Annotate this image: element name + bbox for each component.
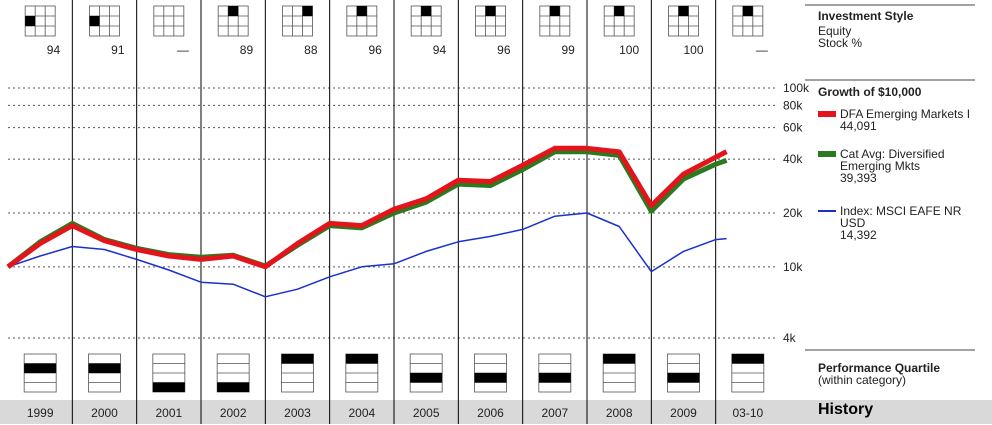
stock-pct: 99 <box>561 43 575 57</box>
legend-swatch <box>818 151 836 157</box>
history-label: 2006 <box>477 406 504 420</box>
stock-pct: 96 <box>368 43 382 57</box>
quartile-fill <box>88 363 121 373</box>
history-label: 2004 <box>348 406 375 420</box>
stock-pct: 100 <box>683 43 703 57</box>
style-cell <box>228 6 239 16</box>
investment-style: Investment Style Equity Stock % <box>818 10 983 49</box>
history-label: 1999 <box>27 406 54 420</box>
y-tick-label: 80k <box>783 98 803 112</box>
legend-label: Index: MSCI EAFE NR USD <box>840 204 962 230</box>
history-label: 2003 <box>284 406 311 420</box>
series-line <box>7 212 727 298</box>
style-cell <box>614 6 625 16</box>
quartile-fill <box>731 354 764 364</box>
stock-pct: — <box>756 43 768 57</box>
style-box <box>603 5 635 37</box>
y-tick-label: 20k <box>783 206 803 220</box>
chart-title: Growth of $10,000 <box>818 85 922 99</box>
style-cell <box>678 6 689 16</box>
quartile-title: Performance Quartile <box>818 361 941 375</box>
style-cell <box>89 16 100 26</box>
legend-value: 39,393 <box>840 171 877 185</box>
series-line <box>6 149 728 269</box>
stock-pct: 96 <box>497 43 511 57</box>
legend-label: Cat Avg: Diversified Emerging Mkts <box>840 147 945 173</box>
stock-pct: 89 <box>240 43 254 57</box>
legend-swatch <box>818 111 836 117</box>
stock-pct: — <box>177 43 189 57</box>
stock-pct: 100 <box>619 43 639 57</box>
quartile-fill <box>217 382 250 392</box>
style-cell <box>421 6 432 16</box>
quartile-fill <box>281 354 314 364</box>
stock-pct: 88 <box>304 43 318 57</box>
quartile-fill <box>410 373 443 383</box>
legend-swatch <box>818 210 836 212</box>
history-label: 03-10 <box>732 406 763 420</box>
y-tick-label: 60k <box>783 121 803 135</box>
history-label: 2000 <box>91 406 118 420</box>
quartile-fill <box>603 354 636 364</box>
history-label: 2008 <box>606 406 633 420</box>
quartile-fill <box>474 373 507 383</box>
y-tick-label: 10k <box>783 260 803 274</box>
legend-item: Index: MSCI EAFE NR USD 14,392 <box>818 205 980 241</box>
history-label: 2007 <box>541 406 568 420</box>
stock-pct: 94 <box>433 43 447 57</box>
legend-item: Cat Avg: Diversified Emerging Mkts 39,393 <box>818 148 980 184</box>
stock-pct: 91 <box>111 43 125 57</box>
panel-title: Investment Style <box>818 9 914 23</box>
style-box <box>217 5 249 37</box>
history-label: 2005 <box>413 406 440 420</box>
quartile-fill <box>345 354 378 364</box>
history-bar <box>0 400 992 424</box>
y-tick-label: 100k <box>783 81 810 95</box>
history-label: 2009 <box>670 406 697 420</box>
style-cell <box>485 6 496 16</box>
quartile-fill <box>152 382 185 392</box>
history-title: History <box>818 401 874 418</box>
legend-label: DFA Emerging Markets I <box>840 107 971 121</box>
quartile-fill <box>24 363 57 373</box>
style-cell <box>25 16 36 26</box>
panel-text: Equity <box>818 24 852 38</box>
style-cell <box>302 6 313 16</box>
quartile-fill <box>538 373 571 383</box>
history-label: 2002 <box>220 406 247 420</box>
style-cell <box>549 6 560 16</box>
series-line <box>6 145 728 270</box>
legend-item: DFA Emerging Markets I 44,091 <box>818 108 970 132</box>
quartile-title-box: Performance Quartile (within category) <box>818 362 983 386</box>
panel-text: Stock % <box>818 36 863 50</box>
legend-value: 44,091 <box>840 119 877 133</box>
style-cell <box>742 6 753 16</box>
legend-value: 14,392 <box>840 228 877 242</box>
style-cell <box>356 6 367 16</box>
chart-title-box: Growth of $10,000 <box>818 86 983 98</box>
stock-pct: 94 <box>47 43 61 57</box>
quartile-fill <box>667 373 700 383</box>
y-tick-label: 40k <box>783 152 803 166</box>
quartile-subtitle: (within category) <box>818 373 907 387</box>
history-label: 2001 <box>155 406 182 420</box>
y-tick-label: 4k <box>783 331 797 345</box>
style-box <box>153 5 185 37</box>
